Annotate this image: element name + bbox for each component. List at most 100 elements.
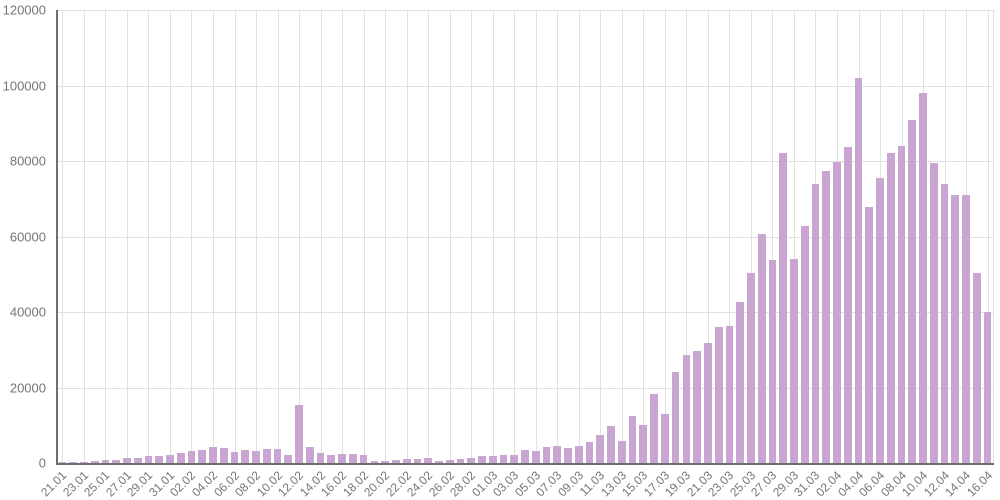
bar-30.03[interactable] [800,225,809,463]
bar-28.03[interactable] [779,153,788,463]
bar-09.04[interactable] [908,120,917,463]
bar-27.01[interactable] [123,458,131,463]
bar-05.02[interactable] [219,448,228,463]
bar-11.03[interactable] [596,434,605,463]
bar-06.02[interactable] [230,452,239,463]
bar-14.04[interactable] [962,195,970,463]
bar-01.03[interactable] [488,455,497,463]
bar-10.04[interactable] [919,92,927,463]
y-axis-line [56,10,58,465]
bar-05.04[interactable] [865,207,874,463]
bar-13.04[interactable] [951,194,960,463]
bar-18.03[interactable] [671,372,680,463]
bar-12.03[interactable] [607,426,615,463]
bar-25.01[interactable] [101,460,110,463]
bar-11.02[interactable] [284,454,293,463]
bar-07.02[interactable] [241,449,250,463]
bar-21.01[interactable] [58,462,67,463]
bar-23.03[interactable] [725,325,734,463]
bar-24.02[interactable] [424,457,433,463]
bar-21.02[interactable] [392,459,400,463]
bar-31.01[interactable] [166,454,174,463]
bar-14.03[interactable] [628,415,637,463]
bar-11.04[interactable] [929,162,938,463]
bar-19.03[interactable] [682,355,691,463]
bar-15.03[interactable] [639,424,648,463]
bar-08.04[interactable] [897,146,906,463]
bar-01.04[interactable] [822,171,831,463]
y-axis-tick-label: 60000 [9,229,46,244]
bar-12.02[interactable] [295,404,303,463]
vertical-gridline [535,10,537,463]
vertical-gridline [471,10,473,463]
bar-25.03[interactable] [747,272,755,463]
bar-03.04[interactable] [843,147,852,463]
bar-02.03[interactable] [499,454,508,463]
bar-28.02[interactable] [467,457,476,463]
bar-19.02[interactable] [370,460,379,463]
vertical-gridline [772,10,774,463]
bar-27.02[interactable] [456,459,465,463]
bar-22.01[interactable] [69,462,77,463]
bar-10.02[interactable] [273,449,282,463]
bar-04.03[interactable] [521,450,529,463]
bar-17.02[interactable] [348,454,357,463]
bar-27.03[interactable] [768,260,777,463]
vertical-gridline [492,10,494,463]
bar-13.02[interactable] [305,446,314,463]
bar-08.03[interactable] [564,447,572,463]
bar-05.03[interactable] [531,451,540,463]
bar-29.01[interactable] [144,456,153,463]
bar-04.04[interactable] [854,78,863,463]
vertical-gridline [342,10,344,463]
bar-09.02[interactable] [262,448,271,463]
bar-07.04[interactable] [886,152,895,463]
bar-16.04[interactable] [983,312,992,463]
bar-16.03[interactable] [650,393,658,463]
bar-08.02[interactable] [252,450,260,463]
y-axis-tick-label: 120000 [2,2,46,18]
bar-22.02[interactable] [402,458,411,463]
bar-29.02[interactable] [478,456,486,463]
bar-22.03[interactable] [714,327,723,463]
vertical-gridline [234,10,236,463]
bar-30.01[interactable] [155,455,164,463]
bar-24.01[interactable] [90,461,99,463]
bar-06.03[interactable] [542,446,551,463]
bar-16.02[interactable] [338,453,346,463]
bar-20.02[interactable] [381,460,389,463]
bar-14.02[interactable] [316,452,325,463]
bar-12.04[interactable] [940,184,949,463]
bar-26.01[interactable] [112,459,121,463]
bar-25.02[interactable] [435,460,443,463]
bar-09.03[interactable] [574,446,583,463]
bar-23.02[interactable] [413,458,422,463]
bar-20.03[interactable] [693,350,701,463]
bar-18.02[interactable] [359,454,368,463]
bar-23.01[interactable] [80,461,88,463]
bar-07.03[interactable] [553,445,562,463]
bar-02.04[interactable] [833,162,841,463]
bar-26.02[interactable] [445,459,454,463]
bar-02.02[interactable] [187,451,196,463]
bar-24.03[interactable] [736,301,745,463]
bar-13.03[interactable] [617,440,626,463]
bar-29.03[interactable] [790,259,798,463]
bar-21.03[interactable] [704,342,712,463]
bar-31.03[interactable] [811,184,820,463]
bar-06.04[interactable] [876,177,884,463]
bar-03.03[interactable] [510,454,519,463]
bar-01.02[interactable] [176,452,185,463]
bar-03.02[interactable] [198,449,207,463]
bar-15.02[interactable] [327,454,336,463]
bar-15.04[interactable] [972,273,981,463]
bar-17.03[interactable] [660,413,669,463]
bar-04.02[interactable] [209,446,217,463]
horizontal-gridline [57,387,994,389]
bar-10.03[interactable] [585,442,594,463]
bar-26.03[interactable] [757,233,766,463]
bar-28.01[interactable] [133,457,142,463]
vertical-gridline [557,10,559,463]
y-axis-tick-label: 20000 [9,380,46,395]
vertical-gridline [83,10,85,463]
